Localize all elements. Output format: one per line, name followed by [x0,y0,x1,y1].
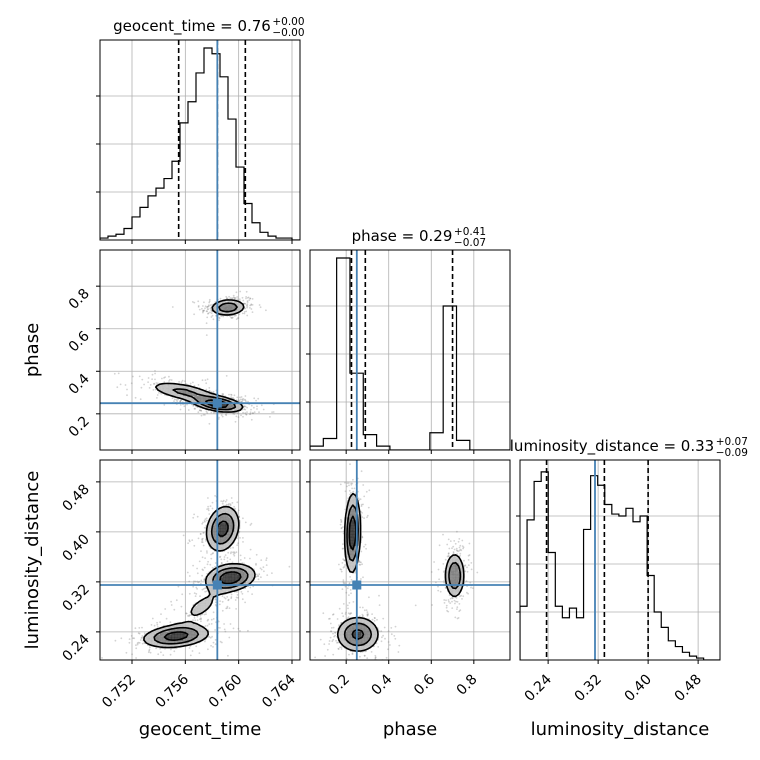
x-tick-label: 0.2 [326,672,353,699]
contour-lines [155,299,245,413]
histogram-step-line [520,471,720,660]
y-tick-label: 0.40 [59,531,92,564]
x-tick-label: 0.756 [152,671,192,711]
panel-border [99,459,301,661]
y-tick-label: 0.8 [66,286,93,313]
truth-marker [212,398,222,408]
y-tick-label: 0.24 [59,631,92,664]
x-tick-label: 0.32 [572,672,605,705]
y-tick-label: 0.6 [66,328,93,355]
x-tick-label: 0.764 [259,671,299,711]
x-tick-label: 0.752 [99,672,139,712]
title-lower-error: −0.07 [454,237,486,249]
panel-border [309,249,511,451]
x-tick-label: 0.40 [622,672,655,705]
y-tick-label: 0.48 [59,481,92,514]
y-tick-label: 0.32 [59,581,92,614]
y-axis-label: phase [22,323,43,377]
panel-border [309,459,511,661]
histogram-step-line [310,257,510,450]
panel-title: luminosity_distance = 0.33 [510,437,714,456]
x-tick-label: 0.8 [454,672,481,699]
title-phase: phase = 0.29 +0.41−0.07 [352,226,486,249]
panel-border [519,459,721,661]
x-tick-label: 0.48 [672,672,705,705]
truth-marker [352,580,362,590]
truth-marker [212,580,222,590]
x-tick-label: 0.24 [522,671,555,704]
x-tick-label: 0.6 [411,671,438,698]
panel-border [99,249,301,451]
y-tick-label: 0.2 [66,413,93,440]
contour-lines [143,505,256,649]
title-upper-error: +0.41 [454,226,486,238]
title-upper-error: +0.07 [716,436,748,448]
x-axis-label: luminosity_distance [531,719,710,740]
panel-border [99,39,301,241]
y-axis-label: luminosity_distance [22,471,43,650]
title-lower-error: −0.09 [716,447,748,459]
x-axis-label: phase [383,719,437,740]
y-tick-label: 0.4 [66,371,93,398]
histogram-step-line [100,47,300,240]
title-geocent_time: geocent_time = 0.76 +0.00−0.00 [113,16,304,39]
panel-title: geocent_time = 0.76 [113,17,271,36]
title-upper-error: +0.00 [272,16,304,28]
panel-title: phase = 0.29 [352,227,453,245]
x-tick-label: 0.760 [206,672,246,712]
title-lower-error: −0.00 [272,27,304,39]
title-luminosity_distance: luminosity_distance = 0.33 +0.07−0.09 [510,436,748,459]
x-axis-label: geocent_time [139,719,262,740]
x-tick-label: 0.4 [368,671,395,698]
contour-lines [336,492,465,652]
